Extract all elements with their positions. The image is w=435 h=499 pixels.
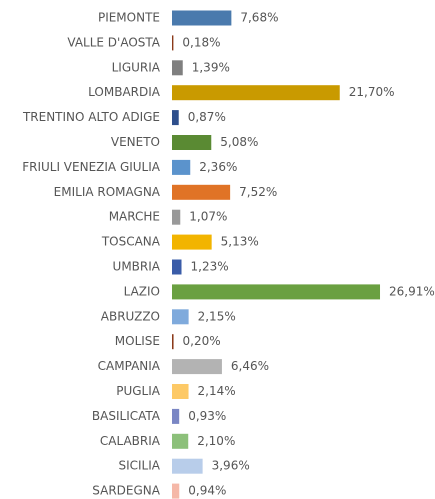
value-label: 26,91% xyxy=(389,284,435,298)
bar xyxy=(172,458,203,474)
bar xyxy=(172,433,189,449)
bar xyxy=(172,334,174,350)
category-label: TOSCANA xyxy=(101,235,161,249)
category-label: SARDEGNA xyxy=(92,484,160,498)
bar xyxy=(172,259,182,275)
value-label: 3,96% xyxy=(212,459,250,473)
bar xyxy=(172,60,183,76)
category-label: SICILIA xyxy=(118,459,160,473)
bar xyxy=(172,359,222,375)
bar xyxy=(172,408,180,424)
value-label: 0,93% xyxy=(188,409,226,423)
value-label: 21,70% xyxy=(349,85,395,99)
value-label: 5,08% xyxy=(220,135,258,149)
bar xyxy=(172,184,231,200)
bar xyxy=(172,110,179,126)
category-label: MARCHE xyxy=(109,210,160,224)
category-label: FRIULI VENEZIA GIULIA xyxy=(22,160,161,174)
category-label: PIEMONTE xyxy=(98,11,160,25)
bar xyxy=(172,35,174,51)
category-label: VENETO xyxy=(111,135,160,149)
bar xyxy=(172,483,180,499)
category-label: LOMBARDIA xyxy=(88,85,161,99)
bar xyxy=(172,135,212,150)
category-label: VALLE D'AOSTA xyxy=(67,35,160,49)
category-label: BASILICATA xyxy=(92,409,161,423)
bar xyxy=(172,234,212,250)
value-label: 7,68% xyxy=(240,11,278,25)
category-label: CALABRIA xyxy=(100,434,161,448)
value-label: 1,39% xyxy=(192,60,230,74)
value-label: 2,10% xyxy=(197,434,235,448)
value-label: 0,18% xyxy=(182,35,220,49)
category-label: LAZIO xyxy=(124,284,160,298)
value-label: 1,23% xyxy=(191,260,229,274)
bar xyxy=(172,384,189,399)
value-label: 2,14% xyxy=(198,384,236,398)
value-label: 0,87% xyxy=(188,110,226,124)
bar xyxy=(172,309,189,325)
value-label: 2,15% xyxy=(198,309,236,323)
category-label: CAMPANIA xyxy=(98,359,161,373)
category-label: LIGURIA xyxy=(112,60,161,74)
value-label: 7,52% xyxy=(239,185,277,199)
category-label: UMBRIA xyxy=(113,260,161,274)
bar xyxy=(172,85,340,101)
value-label: 2,36% xyxy=(199,160,237,174)
category-label: ABRUZZO xyxy=(101,309,160,323)
category-label: TRENTINO ALTO ADIGE xyxy=(22,110,160,124)
value-label: 6,46% xyxy=(231,359,269,373)
value-label: 0,94% xyxy=(188,484,226,498)
bar xyxy=(172,209,181,225)
value-label: 1,07% xyxy=(189,210,227,224)
category-label: MOLISE xyxy=(115,334,160,348)
bar xyxy=(172,159,191,175)
category-label: EMILIA ROMAGNA xyxy=(54,185,161,199)
bar xyxy=(172,10,232,26)
category-label: PUGLIA xyxy=(116,384,161,398)
bar xyxy=(172,284,381,300)
value-label: 0,20% xyxy=(183,334,221,348)
value-label: 5,13% xyxy=(221,235,259,249)
